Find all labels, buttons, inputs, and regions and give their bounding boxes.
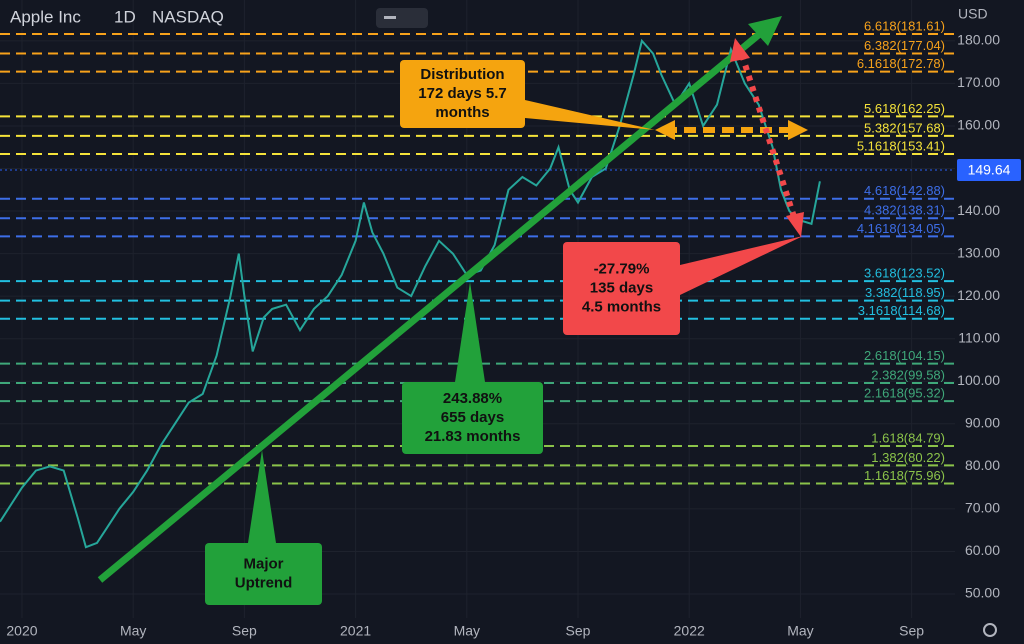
fib-label: 3.382(118.95) xyxy=(865,285,945,300)
y-tick-label: 100.00 xyxy=(957,372,1000,388)
x-tick-label: 2020 xyxy=(6,623,37,639)
callout-text: 172 days 5.7 xyxy=(418,85,506,102)
fib-label: 6.1618(172.78) xyxy=(857,56,945,71)
currency: USD xyxy=(958,6,988,22)
y-tick-label: 90.00 xyxy=(965,415,1000,431)
fib-label: 3.618(123.52) xyxy=(864,266,945,281)
callout-text: 4.5 months xyxy=(582,298,661,315)
fib-label: 3.1618(114.68) xyxy=(858,303,945,318)
y-tick-label: 110.00 xyxy=(958,329,1000,345)
y-tick-label: 80.00 xyxy=(965,457,1000,473)
callout-text: Uptrend xyxy=(235,574,293,591)
callout-pointer xyxy=(680,236,803,295)
y-tick-label: 120.00 xyxy=(957,287,1000,303)
x-tick-label: May xyxy=(120,623,146,639)
fib-label: 2.618(104.15) xyxy=(864,348,945,363)
callout-text: 21.83 months xyxy=(425,428,521,445)
y-tick-label: 130.00 xyxy=(957,244,1000,260)
callout-text: Distribution xyxy=(420,66,504,83)
x-tick-label: Sep xyxy=(232,623,257,639)
x-tick-label: May xyxy=(454,623,480,639)
y-tick-label: 50.00 xyxy=(965,585,1000,601)
indicator-toggle[interactable] xyxy=(376,8,428,28)
fib-label: 6.618(181.61) xyxy=(864,18,945,33)
callout-pointer xyxy=(455,282,485,382)
y-tick-label: 60.00 xyxy=(965,542,1000,558)
fib-label: 5.1618(153.41) xyxy=(857,138,945,153)
callout-pointer xyxy=(525,100,655,130)
y-tick-label: 160.00 xyxy=(957,117,1000,133)
callout-box xyxy=(563,242,680,335)
uptrend-arrow xyxy=(97,16,782,583)
callout-text: Major xyxy=(243,555,283,572)
callout-text: -27.79% xyxy=(594,260,650,277)
price-line xyxy=(0,38,821,549)
callout-box xyxy=(205,543,322,605)
fib-label: 5.382(157.68) xyxy=(864,120,945,135)
drop-arrow xyxy=(730,38,804,237)
fib-label: 1.618(84.79) xyxy=(871,430,945,445)
x-tick-label: May xyxy=(787,623,813,639)
callout-pointer xyxy=(248,450,276,543)
fib-label: 2.1618(95.32) xyxy=(864,386,945,401)
callout-text: 135 days xyxy=(590,279,653,296)
fib-label: 1.382(80.22) xyxy=(871,450,945,465)
interval: 1D xyxy=(114,7,136,26)
callout-box xyxy=(400,60,525,128)
last-price-badge xyxy=(957,159,1021,182)
settings-button[interactable] xyxy=(983,623,997,637)
y-tick-label: 170.00 xyxy=(957,74,1000,90)
callout-box xyxy=(402,382,543,454)
callout-text: months xyxy=(435,104,489,121)
fib-label: 5.618(162.25) xyxy=(864,101,945,116)
exchange: NASDAQ xyxy=(152,7,224,26)
x-tick-label: Sep xyxy=(899,623,924,639)
y-tick-label: 140.00 xyxy=(957,202,1000,218)
symbol: Apple Inc xyxy=(10,7,81,26)
fib-label: 2.382(99.58) xyxy=(871,367,945,382)
x-tick-label: 2022 xyxy=(674,623,705,639)
x-tick-label: Sep xyxy=(566,623,591,639)
y-tick-label: 70.00 xyxy=(965,500,1000,516)
fib-label: 4.1618(134.05) xyxy=(857,221,945,236)
fib-label: 4.382(138.31) xyxy=(864,203,945,218)
fib-label: 1.1618(75.96) xyxy=(864,468,945,483)
fib-label: 6.382(177.04) xyxy=(864,38,945,53)
callout-text: 243.88% xyxy=(443,390,502,407)
y-tick-label: 180.00 xyxy=(957,32,1000,48)
x-tick-label: 2021 xyxy=(340,623,371,639)
callout-text: 655 days xyxy=(441,409,504,426)
icon xyxy=(384,16,396,19)
last-price-label: 149.64 xyxy=(968,162,1011,178)
fib-label: 4.618(142.88) xyxy=(864,183,945,198)
